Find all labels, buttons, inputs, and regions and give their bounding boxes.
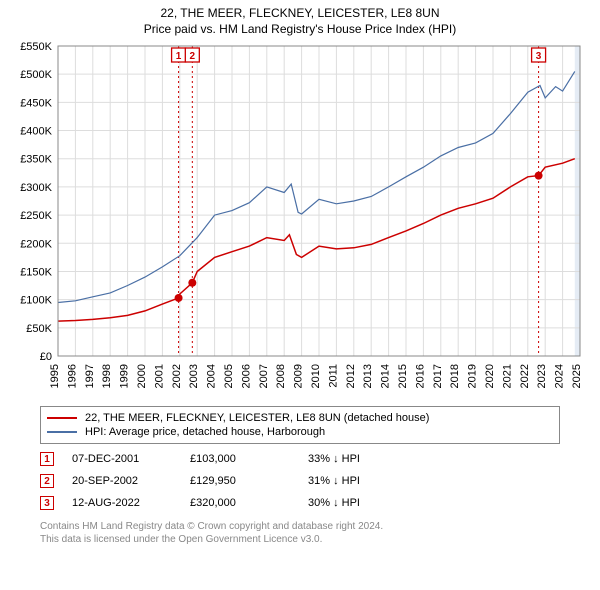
- transaction-price: £320,000: [190, 497, 290, 509]
- svg-text:2001: 2001: [153, 364, 165, 388]
- transaction-row: 2 20-SEP-2002 £129,950 31% ↓ HPI: [40, 470, 560, 492]
- svg-text:£550K: £550K: [20, 41, 52, 53]
- legend-swatch: [47, 417, 77, 419]
- transaction-row: 3 12-AUG-2022 £320,000 30% ↓ HPI: [40, 492, 560, 514]
- svg-text:£50K: £50K: [26, 323, 52, 335]
- svg-text:2023: 2023: [536, 364, 548, 388]
- svg-text:2020: 2020: [484, 364, 496, 388]
- svg-text:2004: 2004: [206, 364, 218, 388]
- chart-subtitle: Price paid vs. HM Land Registry's House …: [0, 20, 600, 40]
- svg-text:2011: 2011: [327, 364, 339, 388]
- footer-attribution: Contains HM Land Registry data © Crown c…: [40, 520, 560, 546]
- legend: 22, THE MEER, FLECKNEY, LEICESTER, LE8 8…: [40, 406, 560, 444]
- price-chart: £0 £50K £100K £150K £200K £250K £300K £350K £400…: [10, 40, 590, 400]
- transaction-price: £129,950: [190, 475, 290, 487]
- footer-line-1: Contains HM Land Registry data © Crown c…: [40, 520, 560, 533]
- svg-text:2003: 2003: [188, 364, 200, 388]
- svg-text:1999: 1999: [119, 364, 131, 388]
- svg-text:2006: 2006: [240, 364, 252, 388]
- transaction-date: 12-AUG-2022: [72, 497, 172, 509]
- svg-text:£300K: £300K: [20, 182, 52, 194]
- svg-text:£500K: £500K: [20, 69, 52, 81]
- svg-text:1996: 1996: [66, 364, 78, 388]
- transaction-row: 1 07-DEC-2001 £103,000 33% ↓ HPI: [40, 448, 560, 470]
- transactions-table: 1 07-DEC-2001 £103,000 33% ↓ HPI 2 20-SEP-200…: [40, 448, 560, 514]
- transaction-marker: 2: [40, 474, 54, 488]
- transaction-price: £103,000: [190, 453, 290, 465]
- svg-text:2025: 2025: [571, 364, 583, 388]
- svg-text:£200K: £200K: [20, 238, 52, 250]
- svg-text:£100K: £100K: [20, 295, 52, 307]
- chart-title: 22, THE MEER, FLECKNEY, LEICESTER, LE8 8…: [0, 0, 600, 20]
- svg-text:2019: 2019: [467, 364, 479, 388]
- svg-text:1: 1: [176, 51, 182, 62]
- svg-text:2010: 2010: [310, 364, 322, 388]
- footer-line-2: This data is licensed under the Open Gov…: [40, 533, 560, 546]
- svg-text:£400K: £400K: [20, 126, 52, 138]
- svg-text:3: 3: [536, 51, 542, 62]
- transaction-marker: 3: [40, 496, 54, 510]
- svg-text:2012: 2012: [345, 364, 357, 388]
- svg-text:2014: 2014: [380, 364, 392, 388]
- svg-text:2022: 2022: [519, 364, 531, 388]
- svg-text:2018: 2018: [449, 364, 461, 388]
- transaction-date: 20-SEP-2002: [72, 475, 172, 487]
- transaction-marker: 1: [40, 452, 54, 466]
- legend-swatch: [47, 431, 77, 433]
- legend-label: 22, THE MEER, FLECKNEY, LEICESTER, LE8 8…: [85, 412, 429, 424]
- svg-text:£250K: £250K: [20, 210, 52, 222]
- svg-text:2024: 2024: [554, 364, 566, 388]
- svg-text:2015: 2015: [397, 364, 409, 388]
- svg-text:1995: 1995: [49, 364, 61, 388]
- svg-text:2017: 2017: [432, 364, 444, 388]
- svg-text:£350K: £350K: [20, 154, 52, 166]
- svg-text:1997: 1997: [84, 364, 96, 388]
- svg-text:2005: 2005: [223, 364, 235, 388]
- transaction-diff: 31% ↓ HPI: [308, 475, 408, 487]
- svg-text:2009: 2009: [293, 364, 305, 388]
- svg-text:1998: 1998: [101, 364, 113, 388]
- svg-text:2016: 2016: [414, 364, 426, 388]
- legend-item: HPI: Average price, detached house, Harb…: [47, 425, 553, 439]
- legend-label: HPI: Average price, detached house, Harb…: [85, 426, 325, 438]
- svg-text:2013: 2013: [362, 364, 374, 388]
- svg-text:£450K: £450K: [20, 97, 52, 109]
- svg-text:2000: 2000: [136, 364, 148, 388]
- svg-text:£150K: £150K: [20, 266, 52, 278]
- transaction-diff: 30% ↓ HPI: [308, 497, 408, 509]
- svg-text:£0: £0: [40, 351, 52, 363]
- svg-text:2002: 2002: [171, 364, 183, 388]
- transaction-date: 07-DEC-2001: [72, 453, 172, 465]
- transaction-diff: 33% ↓ HPI: [308, 453, 408, 465]
- chart-svg: £0 £50K £100K £150K £200K £250K £300K £350K £400…: [10, 40, 590, 400]
- svg-text:2008: 2008: [275, 364, 287, 388]
- svg-text:2007: 2007: [258, 364, 270, 388]
- legend-item: 22, THE MEER, FLECKNEY, LEICESTER, LE8 8…: [47, 411, 553, 425]
- svg-text:2021: 2021: [501, 364, 513, 388]
- svg-text:2: 2: [190, 51, 196, 62]
